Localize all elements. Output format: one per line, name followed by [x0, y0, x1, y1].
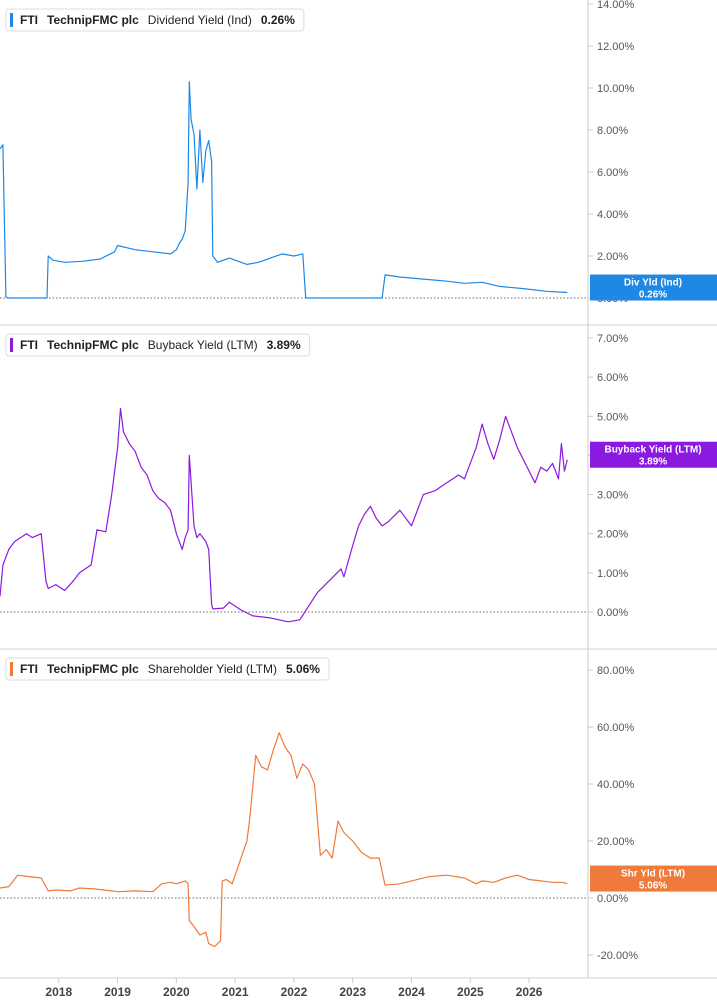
- legend-box: [5, 657, 330, 681]
- legend-company: TechnipFMC plc: [47, 13, 139, 27]
- y-tick-label: 60.00%: [597, 722, 635, 734]
- legend-ticker: FTI: [20, 13, 38, 27]
- x-tick-label: 2024: [398, 985, 425, 999]
- legend-metric: Shareholder Yield (LTM): [148, 662, 277, 676]
- y-tick-label: -20.00%: [597, 950, 638, 962]
- series-line: [0, 81, 568, 299]
- legend-metric: Dividend Yield (Ind): [148, 13, 252, 27]
- legend-company: TechnipFMC plc: [47, 662, 139, 676]
- x-tick-label: 2025: [457, 985, 484, 999]
- y-tick-label: 6.00%: [597, 167, 628, 179]
- y-tick-label: 12.00%: [597, 41, 635, 53]
- legend-value: 5.06%: [286, 662, 320, 676]
- last-value-tag: Shr Yld (LTM)5.06%: [590, 865, 717, 892]
- y-tick-label: 80.00%: [597, 665, 635, 677]
- legend: FTI TechnipFMC plc Dividend Yield (Ind) 0.2…: [5, 8, 305, 32]
- legend-metric: Buyback Yield (LTM): [148, 338, 258, 352]
- x-tick-label: 2023: [339, 985, 366, 999]
- tag-background: [590, 441, 717, 468]
- y-tick-label: 0.00%: [597, 893, 628, 905]
- legend-swatch: [10, 662, 13, 676]
- legend-box: [5, 333, 311, 357]
- panel-buyback-yield: 0.00%1.00%2.00%3.00%4.00%5.00%6.00%7.00%…: [0, 324, 717, 623]
- tag-background: [590, 865, 717, 892]
- legend-ticker: FTI: [20, 662, 38, 676]
- tag-background: [590, 274, 717, 301]
- panel-shareholder-yield: -20.00% 0.00% 20.00% 40.00% 60.00% 80.00% FTI T…: [0, 648, 717, 962]
- tag-value: 0.26%: [639, 290, 667, 301]
- legend-box: [5, 8, 305, 32]
- y-tick-label: 1.00%: [597, 568, 628, 580]
- last-value-tag: Buyback Yield (LTM)3.89%: [590, 441, 717, 468]
- y-tick-label: 10.00%: [597, 83, 635, 95]
- tag-label: Div Yld (Ind): [624, 278, 682, 289]
- legend: FTI TechnipFMC plc Shareholder Yield (LTM)…: [5, 657, 330, 681]
- y-tick-label: 8.00%: [597, 125, 628, 137]
- y-tick-label: 14.00%: [597, 0, 635, 11]
- panel-dividend-yield: 0.00%2.00%4.00%6.00%8.00%10.00%12.00%14.…: [0, 0, 717, 305]
- tag-label: Buyback Yield (LTM): [604, 445, 701, 456]
- series-line: [0, 407, 568, 623]
- y-tick-label: 20.00%: [597, 836, 635, 848]
- legend: FTI TechnipFMC plc Buyback Yield (LTM) 3.89…: [5, 333, 311, 357]
- tag-value: 3.89%: [639, 457, 667, 468]
- legend-company: TechnipFMC plc: [47, 338, 139, 352]
- y-tick-label: 5.00%: [597, 411, 628, 423]
- y-tick-label: 2.00%: [597, 251, 628, 263]
- x-tick-label: 2022: [281, 985, 308, 999]
- x-tick-label: 2019: [104, 985, 131, 999]
- legend-swatch: [10, 13, 13, 27]
- legend-swatch: [10, 338, 13, 352]
- y-tick-label: 0.00%: [597, 607, 628, 619]
- y-tick-label: 2.00%: [597, 529, 628, 541]
- x-tick-label: 2026: [516, 985, 543, 999]
- y-tick-label: 3.00%: [597, 490, 628, 502]
- legend-value: 3.89%: [267, 338, 301, 352]
- y-tick-label: 7.00%: [597, 333, 628, 345]
- legend-ticker: FTI: [20, 338, 38, 352]
- y-tick-label: 6.00%: [597, 372, 628, 384]
- x-axis: 2018 2019 2020 2021 2022 2023 2024 2025 2026: [0, 977, 717, 999]
- tag-value: 5.06%: [639, 881, 667, 892]
- x-tick-label: 2018: [45, 985, 72, 999]
- x-tick-label: 2021: [222, 985, 249, 999]
- series-line: [0, 732, 568, 948]
- legend-value: 0.26%: [261, 13, 295, 27]
- tag-label: Shr Yld (LTM): [621, 869, 685, 880]
- y-tick-label: 40.00%: [597, 779, 635, 791]
- x-tick-label: 2020: [163, 985, 190, 999]
- y-tick-label: 4.00%: [597, 209, 628, 221]
- last-value-tag: Div Yld (Ind)0.26%: [590, 274, 717, 301]
